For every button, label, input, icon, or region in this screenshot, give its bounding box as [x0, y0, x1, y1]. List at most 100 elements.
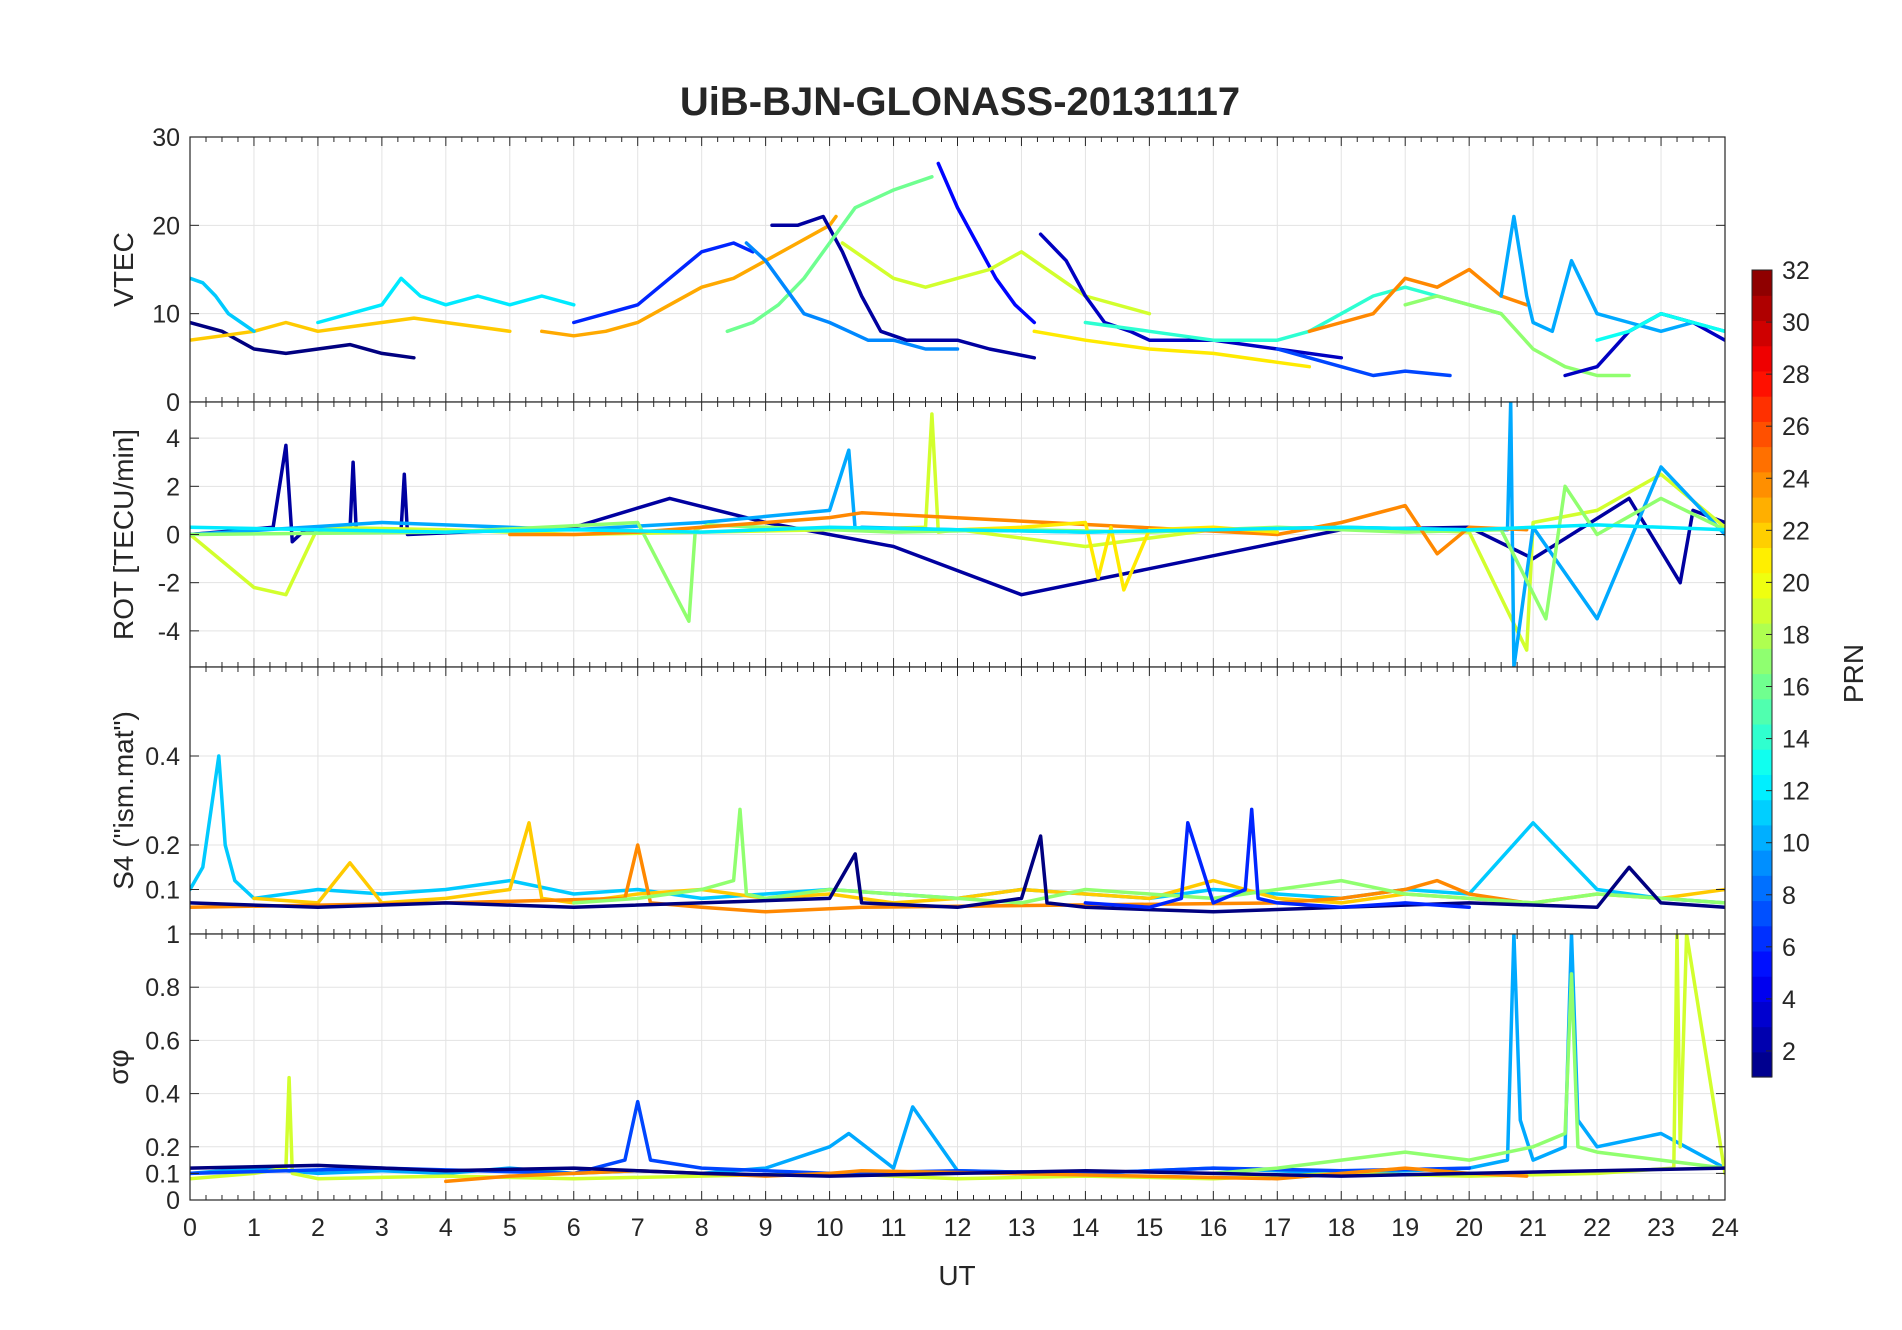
y-tick-label: 30: [152, 124, 180, 152]
series-line-prn-6: [1083, 807, 1471, 910]
colorbar-tick-label: 32: [1782, 257, 1810, 285]
y-axis-label: σφ: [103, 1049, 134, 1084]
chart-title: UiB-BJN-GLONASS-20131117: [680, 80, 1240, 124]
series-line-prn-11: [190, 754, 1725, 905]
colorbar-band: [1752, 597, 1772, 624]
series-line-prn-24: [190, 843, 1529, 914]
colorbar-band: [1752, 799, 1772, 826]
x-tick-label: 14: [1072, 1214, 1100, 1242]
y-tick-label: 0.2: [145, 1134, 180, 1162]
series-group: [190, 402, 1725, 667]
y-tick-label: 0.4: [145, 743, 180, 771]
colorbar-band: [1752, 522, 1772, 549]
x-tick-label: 5: [503, 1214, 517, 1242]
colorbar-tick-label: 18: [1782, 621, 1810, 649]
y-tick-label: 0: [166, 1187, 180, 1215]
colorbar-band: [1752, 345, 1772, 372]
series-line-prn-21: [955, 520, 1280, 592]
colorbar-band: [1752, 850, 1772, 876]
series-line-prn-24: [1307, 267, 1529, 334]
colorbar-tick-label: 20: [1782, 569, 1810, 597]
x-tick-label: 20: [1455, 1214, 1483, 1242]
x-tick-label: 19: [1391, 1214, 1419, 1242]
series-line-prn-17: [1211, 972, 1725, 1176]
x-tick-label: 4: [439, 1214, 453, 1242]
series-line-prn-11: [190, 276, 256, 334]
series-line-prn-9: [744, 241, 960, 351]
y-tick-label: -4: [158, 618, 180, 646]
colorbar-tick-label: 28: [1782, 361, 1810, 389]
series-line-prn-12: [316, 276, 576, 325]
y-tick-label: 0.1: [145, 1160, 180, 1188]
series-line-prn-5: [936, 161, 1037, 325]
colorbar-tick-label: 16: [1782, 674, 1810, 702]
series-line-prn-13: [1595, 311, 1725, 342]
colorbar-tick-label: 8: [1782, 882, 1796, 910]
x-tick-label: 7: [631, 1214, 645, 1242]
colorbar-band: [1752, 446, 1772, 473]
x-tick-label: 1: [247, 1214, 261, 1242]
series-line-prn-12: [190, 523, 1725, 534]
y-tick-label: 0: [166, 389, 180, 417]
colorbar-band: [1752, 1001, 1772, 1028]
series-line-prn-10: [1499, 214, 1725, 334]
y-axis-label: VTEC: [108, 232, 139, 307]
series-line-prn-6: [572, 241, 755, 325]
x-tick-label: 18: [1327, 1214, 1355, 1242]
colorbar-tick-label: 26: [1782, 413, 1810, 441]
colorbar-band: [1752, 950, 1772, 977]
x-tick-label: 13: [1008, 1214, 1036, 1242]
x-tick-label: 24: [1711, 1214, 1739, 1242]
colorbar-band: [1752, 1051, 1772, 1078]
y-tick-label: -2: [158, 570, 180, 598]
x-tick-label: 0: [183, 1214, 197, 1242]
y-tick-label: 0.8: [145, 974, 180, 1002]
x-tick-label: 15: [1135, 1214, 1163, 1242]
colorbar-band: [1752, 496, 1772, 523]
x-tick-label: 2: [311, 1214, 325, 1242]
colorbar-band: [1752, 648, 1772, 675]
x-tick-label: 9: [759, 1214, 773, 1242]
x-tick-label: 23: [1647, 1214, 1675, 1242]
series-group: [190, 754, 1725, 914]
series-line-prn-17: [572, 807, 1725, 905]
series-line-prn-19: [840, 241, 1152, 316]
colorbar-band: [1752, 1026, 1772, 1053]
y-axis-label: S4 ("ism.mat"): [108, 711, 139, 890]
colorbar-tick-label: 24: [1782, 465, 1810, 493]
x-axis-label: UT: [938, 1260, 975, 1291]
y-tick-label: 10: [152, 301, 180, 329]
y-tick-label: 2: [166, 473, 180, 501]
x-tick-label: 3: [375, 1214, 389, 1242]
colorbar-band: [1752, 673, 1772, 700]
y-tick-label: 0.4: [145, 1081, 180, 1109]
series-group: [190, 934, 1725, 1184]
y-tick-label: 4: [166, 425, 180, 453]
colorbar-frame: [1751, 269, 1773, 1078]
series-line-prn-1: [190, 834, 1725, 914]
series-line-prn-16: [725, 175, 934, 334]
x-tick-label: 21: [1519, 1214, 1547, 1242]
x-tick-label: 12: [944, 1214, 972, 1242]
colorbar-band: [1752, 270, 1772, 296]
series-group: [190, 161, 1725, 378]
x-tick-label: 16: [1199, 1214, 1227, 1242]
colorbar-band: [1752, 572, 1772, 599]
series-line-prn-24: [444, 1166, 1529, 1184]
colorbar-band: [1752, 774, 1772, 801]
colorbar-tick-label: 2: [1782, 1038, 1796, 1066]
series-line-prn-7: [1275, 347, 1452, 378]
x-tick-label: 22: [1583, 1214, 1611, 1242]
colorbar-tick-label: 12: [1782, 778, 1810, 806]
x-tick-label: 10: [816, 1214, 844, 1242]
colorbar-band: [1752, 396, 1772, 422]
colorbar-tick-label: 6: [1782, 934, 1796, 962]
colorbar-band: [1752, 900, 1772, 927]
colorbar-band: [1752, 976, 1772, 1002]
colorbar-label: PRN: [1838, 644, 1869, 703]
colorbar-band: [1752, 320, 1772, 347]
series-line-prn-19: [190, 934, 1725, 1181]
series-line-prn-23: [540, 214, 838, 338]
